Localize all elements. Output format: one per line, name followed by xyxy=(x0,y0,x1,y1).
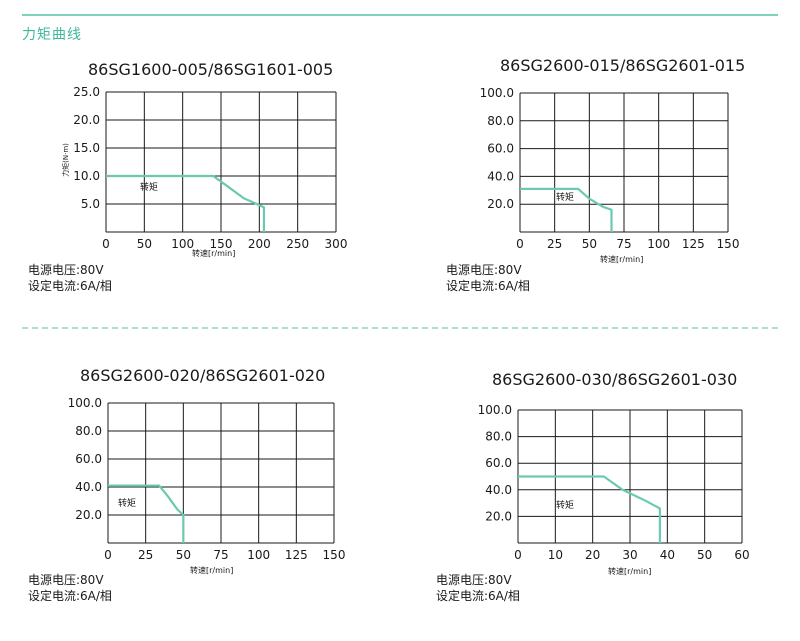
chart-4-current-note: 设定电流:6A/相 xyxy=(436,589,520,603)
chart-3-notes: 电源电压:80V 设定电流:6A/相 xyxy=(28,572,112,604)
torque-curve xyxy=(518,475,661,543)
chart-1-voltage-note: 电源电压:80V xyxy=(28,263,104,277)
x-tick-label: 0 xyxy=(516,237,524,251)
x-tick-label: 100 xyxy=(171,237,194,251)
x-tick-label: 150 xyxy=(323,548,346,562)
chart-2-current-note: 设定电流:6A/相 xyxy=(446,279,530,293)
y-tick-label: 20.0 xyxy=(73,113,100,127)
chart-3-voltage-note: 电源电压:80V xyxy=(28,573,104,587)
x-axis-label: 转速[r/min] xyxy=(190,565,233,575)
section-divider xyxy=(22,327,778,329)
chart-4-voltage-note: 电源电压:80V xyxy=(436,573,512,587)
x-tick-label: 50 xyxy=(176,548,191,562)
y-tick-label: 60.0 xyxy=(75,452,102,466)
x-tick-label: 150 xyxy=(210,237,233,251)
y-tick-label: 40.0 xyxy=(75,480,102,494)
x-tick-label: 75 xyxy=(213,548,228,562)
x-tick-label: 0 xyxy=(514,548,522,562)
x-tick-label: 30 xyxy=(622,548,637,562)
y-tick-label: 5.0 xyxy=(81,197,100,211)
x-tick-label: 200 xyxy=(248,237,271,251)
x-axis-label: 转速[r/min] xyxy=(608,566,651,576)
x-tick-label: 100 xyxy=(247,548,270,562)
curve-label: 转矩 xyxy=(140,181,158,193)
chart-2-voltage-note: 电源电压:80V xyxy=(446,263,522,277)
torque-curve xyxy=(520,187,613,232)
y-tick-label: 15.0 xyxy=(73,141,100,155)
curve-label: 转矩 xyxy=(556,191,574,203)
y-tick-label: 80.0 xyxy=(487,114,514,128)
chart-title-2: 86SG2600-015/86SG2601-015 xyxy=(500,56,746,75)
torque-curve xyxy=(108,484,185,543)
y-tick-label: 20.0 xyxy=(487,197,514,211)
x-tick-label: 50 xyxy=(137,237,152,251)
chart-title-4: 86SG2600-030/86SG2601-030 xyxy=(492,370,738,389)
chart-title-3: 86SG2600-020/86SG2601-020 xyxy=(80,366,326,385)
y-tick-label: 80.0 xyxy=(485,430,512,444)
x-tick-label: 25 xyxy=(547,237,562,251)
x-tick-label: 0 xyxy=(102,237,110,251)
x-axis-label: 转速[r/min] xyxy=(192,248,235,258)
section-title: 力矩曲线 xyxy=(22,27,82,43)
x-tick-label: 25 xyxy=(138,548,153,562)
y-tick-label: 10.0 xyxy=(73,169,100,183)
x-tick-label: 50 xyxy=(582,237,597,251)
y-tick-label: 20.0 xyxy=(485,509,512,523)
x-tick-label: 10 xyxy=(548,548,563,562)
chart-1-current-note: 设定电流:6A/相 xyxy=(28,279,112,293)
chart-2-notes: 电源电压:80V 设定电流:6A/相 xyxy=(446,262,530,294)
y-tick-label: 40.0 xyxy=(485,483,512,497)
x-tick-label: 250 xyxy=(286,237,309,251)
x-tick-label: 60 xyxy=(734,548,749,562)
x-tick-label: 50 xyxy=(697,548,712,562)
y-tick-label: 100.0 xyxy=(480,86,514,100)
x-tick-label: 150 xyxy=(717,237,740,251)
x-tick-label: 0 xyxy=(104,548,112,562)
x-axis-label: 转速[r/min] xyxy=(600,254,643,264)
y-tick-label: 40.0 xyxy=(487,169,514,183)
x-tick-label: 100 xyxy=(647,237,670,251)
y-tick-label: 20.0 xyxy=(75,508,102,522)
x-tick-label: 20 xyxy=(585,548,600,562)
y-axis-label: 力矩(N·m) xyxy=(61,143,70,177)
x-tick-label: 75 xyxy=(616,237,631,251)
curve-label: 转矩 xyxy=(556,499,574,511)
y-tick-label: 25.0 xyxy=(73,85,100,99)
x-tick-label: 40 xyxy=(660,548,675,562)
y-tick-label: 100.0 xyxy=(478,403,512,417)
chart-3-current-note: 设定电流:6A/相 xyxy=(28,589,112,603)
y-tick-label: 80.0 xyxy=(75,424,102,438)
chart-4-notes: 电源电压:80V 设定电流:6A/相 xyxy=(436,572,520,604)
top-rule xyxy=(22,14,778,16)
x-tick-label: 125 xyxy=(682,237,705,251)
curve-label: 转矩 xyxy=(118,497,136,509)
y-tick-label: 60.0 xyxy=(487,142,514,156)
y-tick-label: 100.0 xyxy=(68,396,102,410)
chart-title-1: 86SG1600-005/86SG1601-005 xyxy=(88,60,334,79)
x-tick-label: 125 xyxy=(285,548,308,562)
y-tick-label: 60.0 xyxy=(485,456,512,470)
x-tick-label: 300 xyxy=(325,237,348,251)
chart-1-notes: 电源电压:80V 设定电流:6A/相 xyxy=(28,262,112,294)
